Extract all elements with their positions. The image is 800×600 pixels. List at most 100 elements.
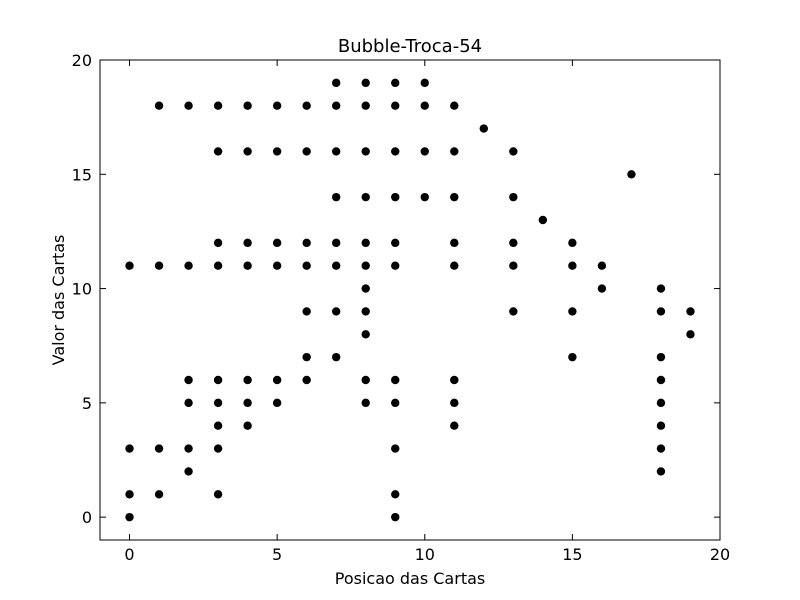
data-point	[361, 238, 370, 248]
data-point	[656, 284, 666, 293]
data-point	[391, 375, 400, 385]
data-point	[361, 261, 370, 270]
data-point	[184, 375, 193, 385]
data-point	[361, 101, 370, 110]
data-point	[509, 307, 518, 316]
data-point	[272, 147, 282, 156]
data-point	[154, 101, 164, 110]
x-axis-label: Posicao das Cartas	[335, 569, 485, 588]
data-point	[243, 101, 252, 110]
data-point	[420, 192, 429, 202]
data-point	[331, 307, 341, 316]
data-point	[509, 147, 518, 156]
data-point	[154, 444, 164, 453]
data-point	[361, 192, 370, 202]
data-point	[184, 467, 193, 476]
data-point	[213, 398, 223, 408]
data-point	[243, 421, 252, 430]
data-point	[331, 101, 341, 110]
data-point	[686, 330, 695, 339]
data-point	[302, 101, 311, 110]
data-point	[361, 375, 370, 385]
data-point	[302, 261, 311, 270]
x-tick-label: 0	[124, 545, 134, 564]
data-point	[361, 78, 370, 88]
data-point	[213, 444, 223, 453]
data-point	[331, 238, 341, 248]
y-tick-label: 5	[82, 394, 92, 413]
data-point	[272, 261, 282, 270]
data-point	[509, 261, 518, 270]
data-point	[213, 421, 223, 430]
data-point	[627, 170, 636, 179]
data-point	[656, 467, 666, 476]
data-point	[184, 398, 193, 408]
data-point	[331, 192, 341, 202]
x-tick-label: 20	[710, 545, 730, 564]
data-point	[391, 147, 400, 156]
data-point	[656, 421, 666, 430]
data-point	[272, 101, 282, 110]
data-point	[420, 78, 429, 88]
data-point	[302, 147, 311, 156]
data-point	[331, 261, 341, 270]
data-point	[184, 261, 193, 270]
data-point	[420, 101, 429, 110]
data-point	[509, 192, 518, 202]
data-point	[656, 375, 666, 385]
y-tick-label: 15	[72, 165, 92, 184]
data-point	[272, 238, 282, 248]
data-point	[597, 261, 607, 270]
data-point	[302, 307, 311, 316]
data-point	[302, 352, 311, 362]
data-point	[568, 307, 577, 316]
data-point	[361, 307, 370, 316]
ticks-layer: 0 5 10 15 20 0 5 10 15 20	[72, 51, 731, 564]
x-tick-label: 15	[562, 545, 582, 564]
x-tick-label: 5	[272, 545, 282, 564]
data-point	[361, 147, 370, 156]
data-point	[154, 490, 164, 499]
data-point	[656, 444, 666, 453]
data-point	[391, 444, 400, 453]
data-point	[450, 101, 459, 110]
data-point	[450, 421, 459, 430]
data-point	[243, 398, 252, 408]
data-point	[361, 398, 370, 408]
data-point	[450, 192, 459, 202]
data-point	[302, 238, 311, 248]
data-point	[213, 375, 223, 385]
data-point	[331, 352, 341, 362]
data-point	[243, 375, 252, 385]
chart-title: Bubble-Troca-54	[338, 36, 482, 57]
data-point	[213, 147, 223, 156]
data-point	[450, 398, 459, 408]
data-point	[479, 124, 489, 133]
data-point	[656, 352, 666, 362]
data-point	[450, 375, 459, 385]
data-point	[391, 512, 400, 522]
data-point	[125, 512, 134, 522]
data-point	[331, 78, 341, 88]
data-point	[509, 238, 518, 248]
x-tick-label: 10	[415, 545, 435, 564]
data-point	[391, 192, 400, 202]
y-tick-label: 10	[72, 280, 92, 299]
points-layer	[125, 78, 695, 522]
y-tick-label: 20	[72, 51, 92, 70]
data-point	[243, 147, 252, 156]
data-point	[184, 101, 193, 110]
data-point	[391, 78, 400, 88]
data-point	[302, 375, 311, 385]
data-point	[125, 261, 134, 270]
data-point	[450, 261, 459, 270]
data-point	[243, 261, 252, 270]
data-point	[597, 284, 607, 293]
data-point	[243, 238, 252, 248]
data-point	[125, 444, 134, 453]
data-point	[568, 261, 577, 270]
data-point	[213, 261, 223, 270]
data-point	[213, 490, 223, 499]
data-point	[656, 307, 666, 316]
